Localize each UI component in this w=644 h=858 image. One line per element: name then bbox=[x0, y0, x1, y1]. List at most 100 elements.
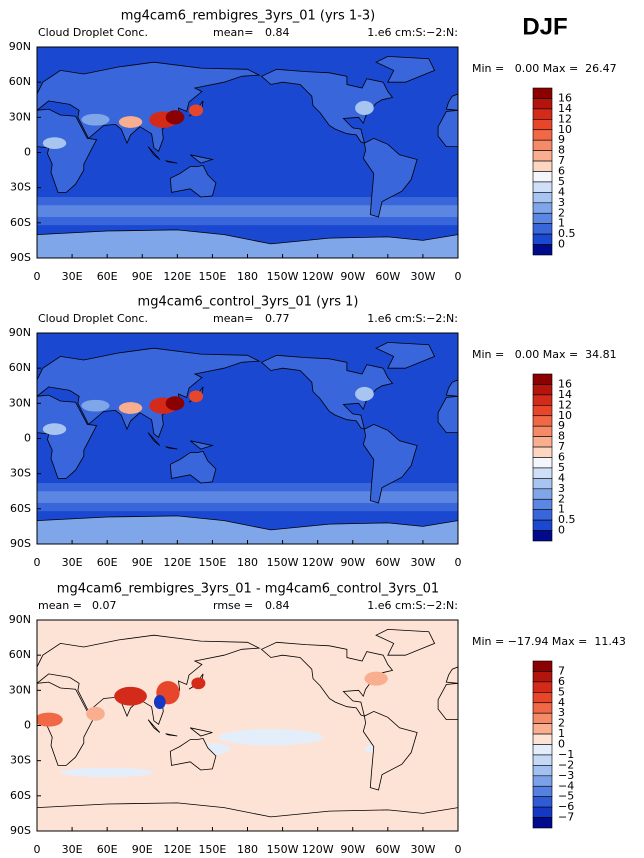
colorbar-label: 0 bbox=[558, 238, 565, 251]
lat-tick-label: 30S bbox=[10, 181, 31, 194]
hotspot bbox=[191, 677, 206, 690]
lon-tick-label: 0 bbox=[455, 556, 462, 569]
anomaly bbox=[218, 729, 324, 746]
lon-tick-label: 60W bbox=[375, 843, 400, 856]
colorbar-label: −5 bbox=[558, 790, 574, 803]
colorbar-box bbox=[532, 405, 553, 417]
lat-tick-label: 90S bbox=[10, 537, 31, 550]
panel-title: mg4cam6_rembigres_3yrs_01 (yrs 1-3) bbox=[121, 9, 375, 24]
colorbar-label: 9 bbox=[558, 419, 565, 432]
lat-tick-label: 90S bbox=[10, 251, 31, 264]
units-label: 1.e6 cm:S:−2:N: bbox=[367, 26, 458, 39]
lon-tick-label: 150W bbox=[267, 270, 299, 283]
hotspot bbox=[364, 671, 388, 686]
colorbar-label: 2 bbox=[558, 717, 565, 730]
colorbar-box bbox=[532, 373, 553, 385]
lon-tick-label: 180 bbox=[237, 270, 258, 283]
land bbox=[37, 394, 98, 479]
colorbar-box bbox=[532, 806, 553, 818]
lat-tick-label: 60N bbox=[9, 361, 31, 374]
colorbar-box bbox=[532, 775, 553, 787]
hotspot bbox=[189, 390, 204, 403]
colorbar-label: −7 bbox=[558, 811, 574, 824]
lat-tick-label: 30S bbox=[10, 754, 31, 767]
colorbar-box bbox=[532, 446, 553, 458]
land bbox=[37, 681, 98, 766]
land bbox=[437, 682, 458, 720]
land bbox=[37, 61, 261, 152]
colorbar-box bbox=[532, 478, 553, 490]
lat-tick-label: 90N bbox=[9, 326, 31, 339]
lat-tick-label: 90N bbox=[9, 613, 31, 626]
colorbar-box bbox=[532, 702, 553, 714]
land bbox=[37, 515, 458, 544]
colorbar-label: 4 bbox=[558, 696, 565, 709]
land bbox=[189, 440, 214, 450]
map-body bbox=[37, 47, 458, 258]
lat-tick-label: 90S bbox=[10, 824, 31, 837]
lon-tick-label: 0 bbox=[34, 843, 41, 856]
mean-value: 0.84 bbox=[265, 26, 290, 39]
land bbox=[189, 154, 214, 164]
map-body bbox=[37, 333, 458, 544]
colorbar-box bbox=[532, 488, 553, 500]
colorbar-label: 0 bbox=[558, 524, 565, 537]
land bbox=[147, 719, 161, 733]
land bbox=[165, 446, 178, 450]
colorbar-label: 16 bbox=[558, 377, 572, 390]
lon-tick-label: 60E bbox=[97, 270, 118, 283]
colorbar-box bbox=[532, 712, 553, 724]
colorbar-label: 7 bbox=[558, 440, 565, 453]
colorbar-box bbox=[532, 817, 553, 829]
colorbar-box bbox=[532, 171, 553, 183]
land bbox=[362, 423, 418, 504]
mean-label: mean= bbox=[213, 312, 253, 325]
colorbar-label: 5 bbox=[558, 685, 565, 698]
colorbar-box bbox=[532, 660, 553, 672]
land bbox=[165, 160, 178, 164]
land bbox=[362, 137, 418, 218]
mean-label: mean= bbox=[213, 26, 253, 39]
southern-band bbox=[37, 491, 458, 503]
colorbar-label: 3 bbox=[558, 706, 565, 719]
colorbar-label: 8 bbox=[558, 144, 565, 157]
colorbar-label: 1 bbox=[558, 727, 565, 740]
colorbar-label: 0.5 bbox=[558, 227, 576, 240]
colorbar-label: 3 bbox=[558, 482, 565, 495]
lat-tick-label: 90N bbox=[9, 40, 31, 53]
colorbar-label: 9 bbox=[558, 133, 565, 146]
colorbar-box bbox=[532, 202, 553, 214]
lon-tick-label: 60W bbox=[375, 556, 400, 569]
lon-tick-label: 30W bbox=[410, 556, 435, 569]
colorbar-box bbox=[532, 671, 553, 683]
lat-tick-label: 60S bbox=[10, 216, 31, 229]
land bbox=[445, 666, 458, 684]
colorbar-label: 6 bbox=[558, 165, 565, 178]
colorbar-label: 0 bbox=[558, 738, 565, 751]
map bbox=[36, 46, 459, 259]
lon-tick-label: 90E bbox=[132, 843, 153, 856]
mean-value: 0.07 bbox=[92, 599, 117, 612]
colorbar-label: 6 bbox=[558, 451, 565, 464]
land bbox=[375, 55, 436, 83]
colorbar-box bbox=[532, 681, 553, 693]
land bbox=[375, 628, 436, 656]
colorbar-label: 3 bbox=[558, 196, 565, 209]
lat-tick-label: 60S bbox=[10, 789, 31, 802]
colorbar-box bbox=[532, 192, 553, 204]
land bbox=[362, 710, 418, 791]
land bbox=[169, 737, 217, 771]
lon-tick-label: 150E bbox=[198, 843, 226, 856]
lon-tick-label: 0 bbox=[455, 270, 462, 283]
min-max: Min = −17.94 Max = 11.43 bbox=[472, 635, 626, 648]
colorbar-label: −3 bbox=[558, 769, 574, 782]
lat-tick-label: 60N bbox=[9, 648, 31, 661]
lon-tick-label: 180 bbox=[237, 556, 258, 569]
map bbox=[36, 332, 459, 545]
colorbar-box bbox=[532, 530, 553, 542]
colorbar-box bbox=[532, 98, 553, 110]
colorbar-label: 4 bbox=[558, 471, 565, 484]
land bbox=[445, 379, 458, 397]
colorbar-box bbox=[532, 509, 553, 521]
hotspot bbox=[165, 396, 185, 411]
